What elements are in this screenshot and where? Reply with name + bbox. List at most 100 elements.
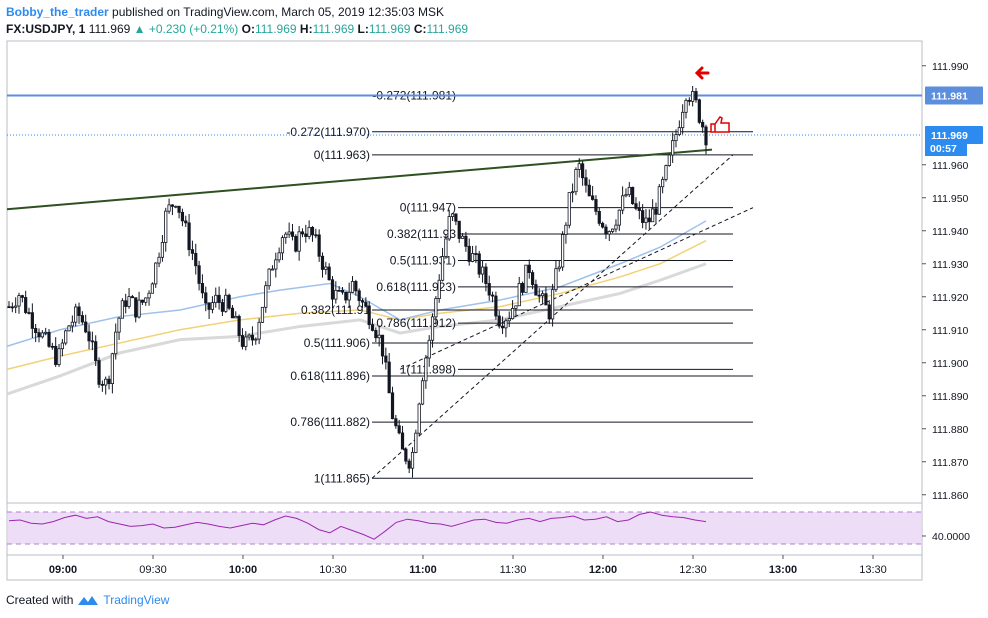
- ma-yellow-line: [6, 239, 707, 371]
- candle-body: [284, 233, 288, 239]
- candle-body: [447, 216, 451, 240]
- candle-body: [517, 283, 521, 307]
- candle-body: [160, 242, 165, 258]
- fib-level-label: 0.382(111.93: [387, 227, 456, 241]
- candle-body: [277, 252, 281, 261]
- candle-body: [534, 284, 538, 296]
- candle-body: [644, 217, 648, 223]
- candle-body: [537, 294, 541, 297]
- candle-body: [194, 252, 198, 267]
- candle-body: [350, 281, 355, 293]
- candle-body: [164, 210, 168, 243]
- candle-body: [104, 378, 108, 386]
- candle-body: [654, 208, 658, 215]
- candle-body: [94, 341, 98, 361]
- last-price-label-bg: [925, 126, 983, 145]
- candle-body: [394, 418, 398, 427]
- red-arrow-icon: [694, 66, 710, 80]
- candle-body: [167, 204, 171, 212]
- candle-body: [474, 253, 478, 255]
- high-label: H:: [299, 22, 313, 36]
- candle-body: [250, 334, 255, 341]
- fib-level-label: 1(111.898): [400, 362, 456, 376]
- candle-body: [554, 268, 558, 291]
- candle-body: [664, 165, 668, 180]
- candle-body: [210, 302, 215, 310]
- close-value: 111.969: [426, 22, 469, 36]
- candle-body: [44, 331, 48, 334]
- fib-diagonal-1: [371, 154, 734, 479]
- candle-body: [367, 305, 371, 326]
- fib-level-label: 0(111.947): [400, 201, 456, 215]
- candle-body: [530, 272, 535, 285]
- candle-body: [414, 432, 418, 453]
- fib-level-label: 0.618(111.896): [290, 369, 370, 383]
- thumbs-up-icon: [710, 116, 730, 133]
- candle-body: [454, 213, 458, 222]
- candle-body: [684, 99, 688, 113]
- candle-body: [524, 264, 528, 293]
- y-tick-label: 111.870: [932, 457, 969, 469]
- candle-body: [460, 235, 465, 239]
- candle-body: [54, 345, 58, 365]
- candle-body: [464, 235, 468, 247]
- candle-body: [504, 320, 508, 329]
- candle-body: [661, 179, 665, 188]
- last-price-label: 111.969: [931, 130, 968, 142]
- candle-body: [200, 283, 205, 294]
- y-tick-label: 111.910: [932, 325, 969, 337]
- close-label: C:: [413, 22, 427, 36]
- candle-body: [257, 321, 261, 340]
- candle-body: [430, 316, 435, 341]
- candle-body: [514, 305, 518, 309]
- candle-body: [290, 231, 295, 237]
- candle-body: [74, 306, 78, 323]
- candle-body: [444, 238, 448, 257]
- candle-body: [667, 154, 671, 166]
- x-tick-label: 11:30: [500, 564, 527, 576]
- fib-level-label: 0.5(111.906): [304, 336, 370, 350]
- candle-body: [637, 208, 641, 211]
- candle-body: [631, 186, 635, 205]
- candle-body: [467, 245, 471, 262]
- candles: [7, 85, 708, 478]
- candle-body: [500, 325, 505, 329]
- candle-body: [134, 297, 138, 318]
- candle-body: [387, 361, 391, 394]
- x-tick-label: 13:00: [769, 564, 797, 576]
- candle-body: [274, 259, 278, 270]
- fib-level-label: 0.618(111.923): [376, 280, 456, 294]
- candle-body: [607, 231, 611, 235]
- high-value: 111.969: [312, 22, 355, 36]
- candle-body: [477, 253, 481, 275]
- candle-body: [407, 460, 411, 469]
- candle-body: [614, 224, 618, 230]
- price-chart[interactable]: 111.990 111.960 111.950 111.940 111.930 111.9…: [0, 0, 988, 590]
- candle-body: [594, 199, 598, 212]
- candle-body: [197, 265, 201, 284]
- candle-body: [57, 348, 61, 365]
- candle-body: [30, 312, 34, 329]
- candle-body: [601, 222, 605, 228]
- username[interactable]: Bobby_the_trader: [6, 5, 109, 19]
- rsi-line: [8, 511, 707, 540]
- candle-body: [494, 295, 498, 317]
- candle-body: [127, 296, 131, 307]
- y-tick-label: 111.920: [932, 292, 969, 304]
- candle-body: [577, 163, 581, 170]
- y-tick-label: 111.900: [932, 358, 969, 370]
- candle-body: [87, 331, 91, 342]
- candle-body: [457, 220, 461, 239]
- candle-body: [694, 91, 698, 101]
- rsi-band: [8, 512, 921, 544]
- fib-level-label: 0.382(111.91: [301, 303, 370, 317]
- change-value: ▲ +0.230 (+0.21%): [133, 22, 239, 36]
- candle-body: [484, 266, 488, 284]
- candle-body: [604, 226, 608, 235]
- last-price: 111.969: [88, 22, 131, 36]
- y-tick-label: 111.890: [932, 391, 969, 403]
- fib-level-label: -0.272(111.970): [286, 125, 370, 139]
- tradingview-link[interactable]: TradingView: [103, 593, 170, 607]
- candle-body: [100, 383, 104, 386]
- candle-body: [317, 234, 321, 257]
